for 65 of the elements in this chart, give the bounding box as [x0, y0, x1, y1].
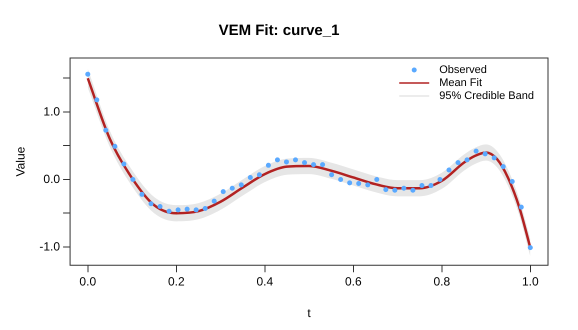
- point: [256, 172, 262, 178]
- chart-title: VEM Fit: curve_1: [218, 22, 340, 40]
- point: [338, 176, 344, 182]
- point: [158, 204, 163, 209]
- point: [320, 162, 326, 168]
- point: [284, 159, 289, 164]
- point: [112, 144, 118, 149]
- y-tick-label: -1.0: [39, 239, 60, 254]
- x-tick-label: 1.0: [522, 274, 539, 289]
- point: [347, 180, 352, 186]
- point: [410, 188, 416, 193]
- point: [437, 176, 442, 182]
- point: [212, 198, 217, 204]
- point: [121, 161, 126, 166]
- point: [302, 160, 308, 166]
- point: [392, 188, 398, 193]
- point: [356, 181, 362, 186]
- point: [329, 172, 334, 178]
- legend-label: Mean Fit: [439, 77, 482, 90]
- point: [148, 201, 154, 206]
- point: [293, 157, 298, 162]
- point: [464, 157, 470, 162]
- x-axis-title: t: [307, 306, 312, 320]
- point: [456, 160, 461, 166]
- point: [230, 186, 235, 191]
- x-tick-label: 0.8: [433, 274, 450, 289]
- point: [130, 176, 136, 182]
- point: [103, 128, 108, 133]
- point: [266, 162, 271, 168]
- point: [274, 157, 280, 162]
- point: [428, 183, 434, 188]
- point: [184, 206, 190, 212]
- annotation: 95% Credible Band: [439, 90, 534, 102]
- point: [220, 189, 226, 194]
- point: [419, 183, 424, 188]
- x-tick-label: 0.2: [168, 274, 185, 289]
- point: [365, 182, 370, 188]
- x-tick-label: 0.0: [79, 274, 96, 289]
- x-tick-label: 0.4: [256, 274, 274, 289]
- point: [202, 206, 208, 212]
- point: [492, 155, 497, 160]
- point: [139, 192, 144, 197]
- point: [528, 245, 533, 250]
- point: [94, 97, 100, 102]
- y-axis-title: Value: [14, 146, 28, 177]
- point: [383, 187, 388, 192]
- point: [238, 182, 244, 188]
- point: [248, 174, 253, 180]
- point: [176, 207, 181, 212]
- x-tick-label: 0.6: [344, 274, 362, 289]
- y-tick-label: 0.0: [43, 172, 60, 186]
- point: [85, 72, 90, 77]
- point: [374, 176, 380, 182]
- point: [482, 151, 488, 156]
- y-tick-label: 1.0: [43, 104, 60, 118]
- point: [401, 186, 406, 191]
- legend-label: Observed: [439, 64, 487, 76]
- point: [311, 162, 316, 168]
- point: [194, 207, 199, 212]
- point: [166, 208, 172, 214]
- point: [474, 148, 479, 154]
- point: [500, 164, 506, 170]
- point: [510, 179, 515, 184]
- point: [446, 168, 452, 173]
- point: [518, 204, 524, 210]
